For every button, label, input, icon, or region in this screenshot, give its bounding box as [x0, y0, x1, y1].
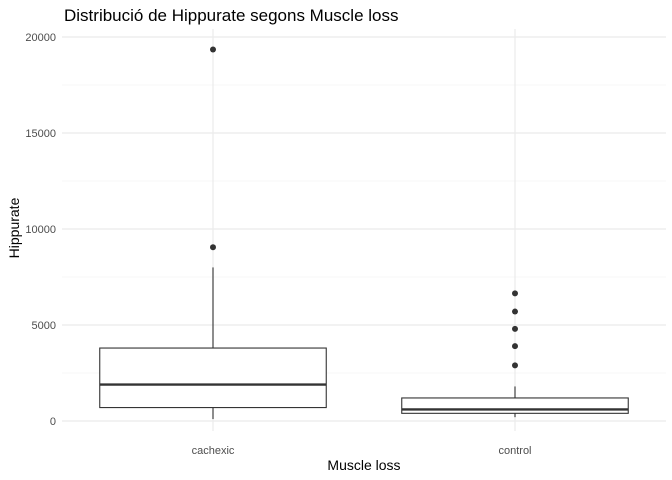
iqr-box — [99, 347, 327, 409]
outlier-point — [512, 325, 518, 332]
x-tick-label: cachexic — [192, 445, 235, 457]
y-tick-label: 0 — [50, 416, 56, 428]
outlier-point — [512, 343, 518, 350]
outlier-point — [512, 308, 518, 315]
y-tick-label: 10000 — [25, 224, 56, 236]
outlier-point — [210, 244, 216, 251]
outlier-point — [512, 362, 518, 369]
y-tick-label: 5000 — [32, 320, 56, 332]
y-tick-label: 15000 — [25, 128, 56, 140]
outlier-point — [512, 290, 518, 297]
box-cachexic — [99, 46, 327, 420]
outlier-point — [210, 46, 216, 53]
x-axis-title: Muscle loss — [327, 457, 400, 473]
chart-title: Distribució de Hippurate segons Muscle l… — [64, 6, 399, 25]
x-tick-label: control — [498, 445, 531, 457]
box-control — [401, 290, 629, 418]
boxes — [99, 46, 629, 420]
iqr-box — [401, 397, 629, 414]
y-tick-labels: 0 5000 10000 15000 20000 — [25, 32, 56, 428]
y-tick-label: 20000 — [25, 32, 56, 44]
x-tick-labels: cachexic control — [192, 445, 532, 457]
y-axis-title: Hippurate — [6, 197, 22, 258]
